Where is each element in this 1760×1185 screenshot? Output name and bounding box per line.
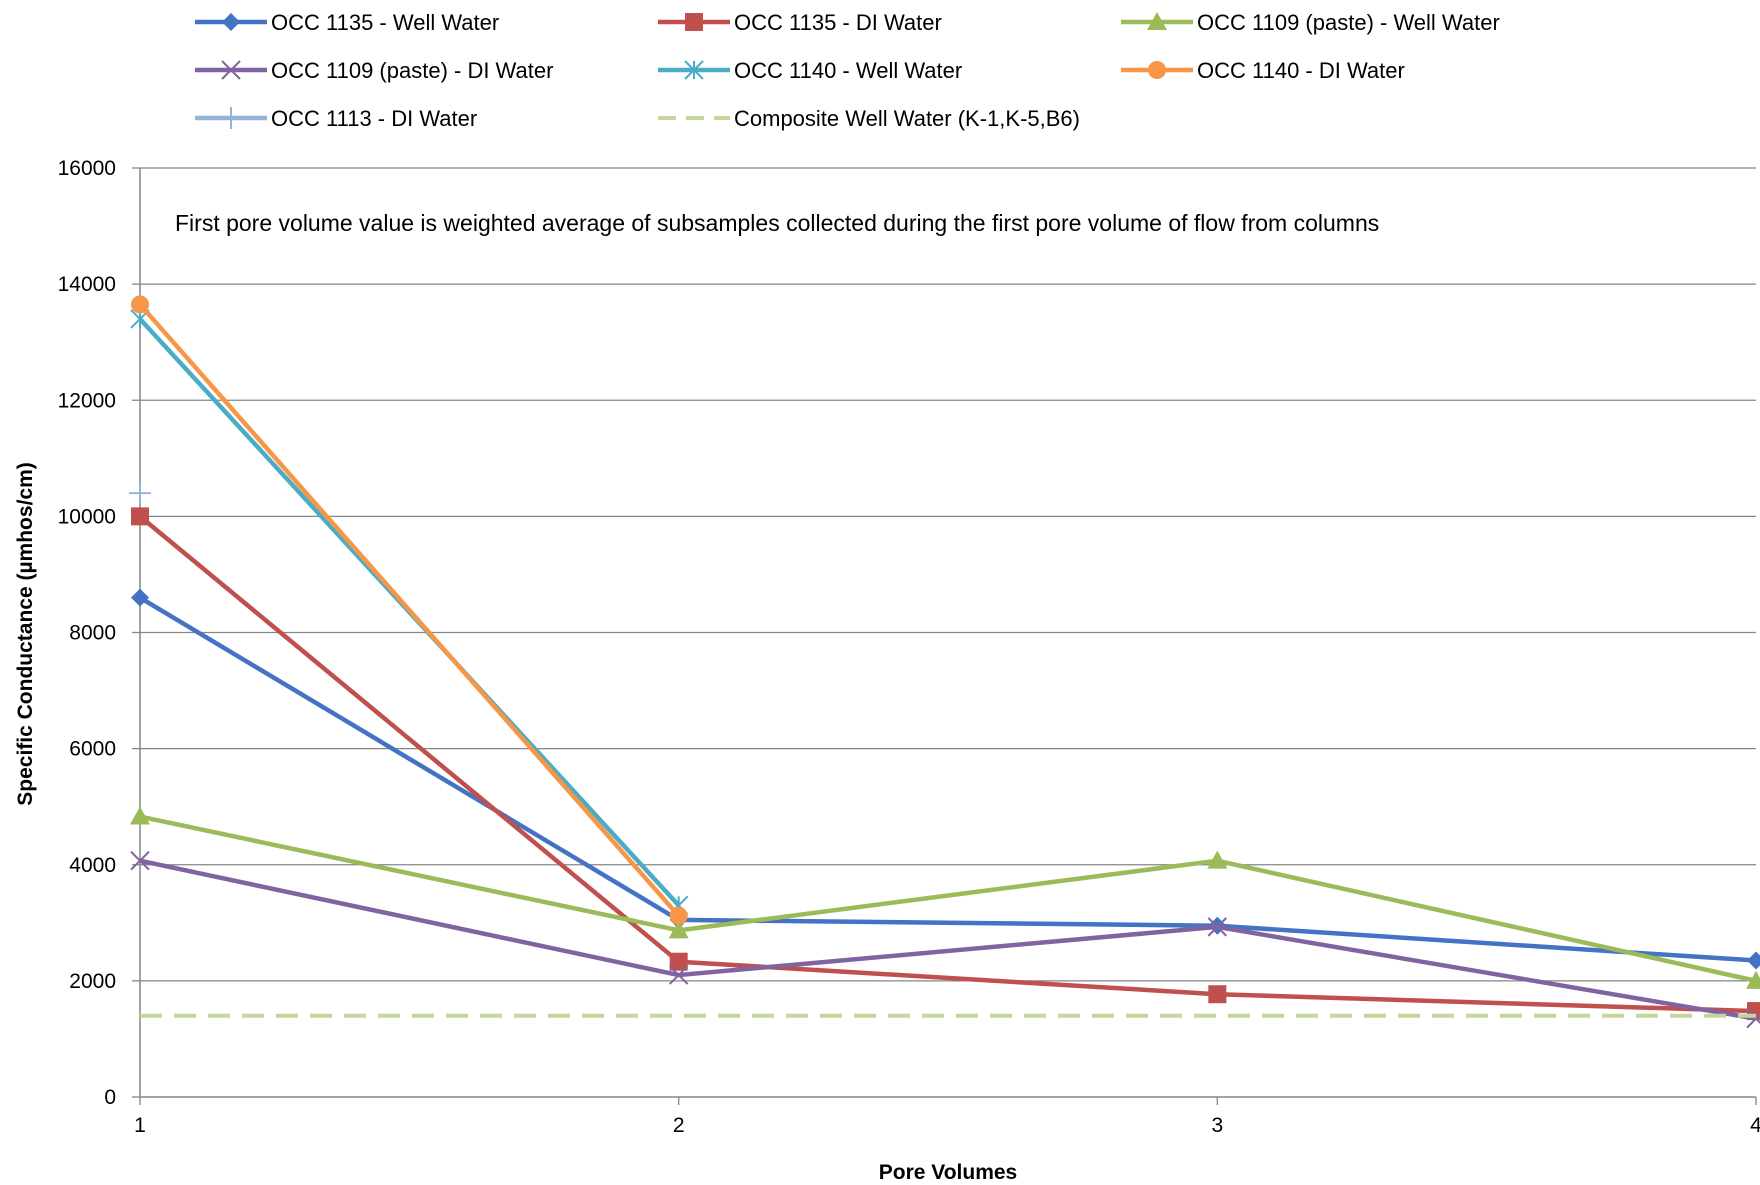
data-point (221, 60, 241, 80)
data-point (668, 920, 689, 939)
legend-item: OCC 1109 (paste) - Well Water (1121, 10, 1500, 35)
legend-item: Composite Well Water (K-1,K-5,B6) (658, 106, 1080, 131)
series-3 (130, 806, 1760, 989)
y-tick-label: 0 (104, 1086, 116, 1109)
data-point (1147, 12, 1167, 30)
legend-label: OCC 1109 (paste) - Well Water (1197, 10, 1500, 35)
legend-label: OCC 1135 - DI Water (734, 10, 942, 35)
gridlines (140, 167, 1756, 982)
data-point (684, 60, 704, 80)
y-tick-label: 10000 (58, 505, 116, 528)
data-point (131, 295, 149, 314)
y-tick-label: 8000 (69, 622, 116, 645)
data-point (222, 13, 240, 31)
y-tick-label: 2000 (69, 970, 116, 993)
data-point (1746, 1008, 1760, 1029)
series-lines (129, 295, 1760, 1029)
data-point (1208, 985, 1227, 1004)
data-point (220, 107, 242, 129)
legend-label: OCC 1109 (paste) - DI Water (271, 58, 553, 83)
y-tick-label: 6000 (69, 738, 116, 761)
legend-item: OCC 1140 - DI Water (1121, 58, 1405, 83)
data-point (1148, 61, 1166, 79)
data-point (129, 482, 151, 505)
legend-item: OCC 1135 - Well Water (195, 10, 499, 35)
legend-label: OCC 1113 - DI Water (271, 106, 477, 131)
chart-annotation: First pore volume value is weighted aver… (175, 210, 1379, 236)
legend-label: OCC 1140 - Well Water (734, 58, 962, 83)
series-7 (129, 482, 151, 505)
x-tick-label: 1 (134, 1114, 146, 1137)
x-axis-title: Pore Volumes (879, 1161, 1018, 1184)
y-axis-title: Specific Conductance (µmhos/cm) (14, 462, 37, 806)
legend-label: OCC 1140 - DI Water (1197, 58, 1405, 83)
legend: OCC 1135 - Well Water OCC 1135 - DI Water… (195, 10, 1500, 131)
legend-label: Composite Well Water (K-1,K-5,B6) (734, 106, 1080, 131)
data-point (1207, 850, 1228, 869)
data-point (669, 952, 688, 971)
series-line (138, 595, 1757, 963)
data-point (669, 906, 688, 925)
y-tick-labels: 0 2000 4000 6000 8000 10000 12000 14000 16000 (58, 157, 116, 1109)
y-tick-label: 14000 (58, 273, 116, 296)
data-point (131, 588, 149, 607)
y-tick-label: 4000 (69, 854, 116, 877)
data-point (1747, 951, 1760, 970)
series-6 (131, 295, 688, 925)
series-line (139, 814, 1757, 984)
x-tick-label: 2 (673, 1114, 685, 1137)
data-point (1746, 970, 1760, 989)
data-point (685, 13, 703, 31)
x-tick-label: 4 (1750, 1114, 1760, 1137)
data-point (130, 806, 150, 825)
series-line (138, 514, 1757, 1014)
axes (132, 167, 1757, 1105)
series-2 (131, 507, 1760, 1021)
y-tick-label: 12000 (58, 389, 116, 412)
legend-item: OCC 1140 - Well Water (658, 58, 962, 83)
x-tick-label: 3 (1211, 1114, 1223, 1137)
series-line (138, 302, 681, 918)
legend-item: OCC 1113 - DI Water (195, 106, 477, 131)
series-line (139, 858, 1757, 1021)
data-point (668, 965, 689, 985)
data-point (130, 850, 150, 871)
data-point (1207, 917, 1228, 937)
series-4 (130, 850, 1760, 1029)
y-tick-label: 16000 (58, 157, 116, 180)
legend-item: OCC 1109 (paste) - DI Water (195, 58, 553, 83)
x-tick-labels: 1 2 3 4 (134, 1114, 1760, 1137)
data-point (131, 507, 149, 526)
legend-item: OCC 1135 - DI Water (658, 10, 942, 35)
legend-label: OCC 1135 - Well Water (271, 10, 499, 35)
